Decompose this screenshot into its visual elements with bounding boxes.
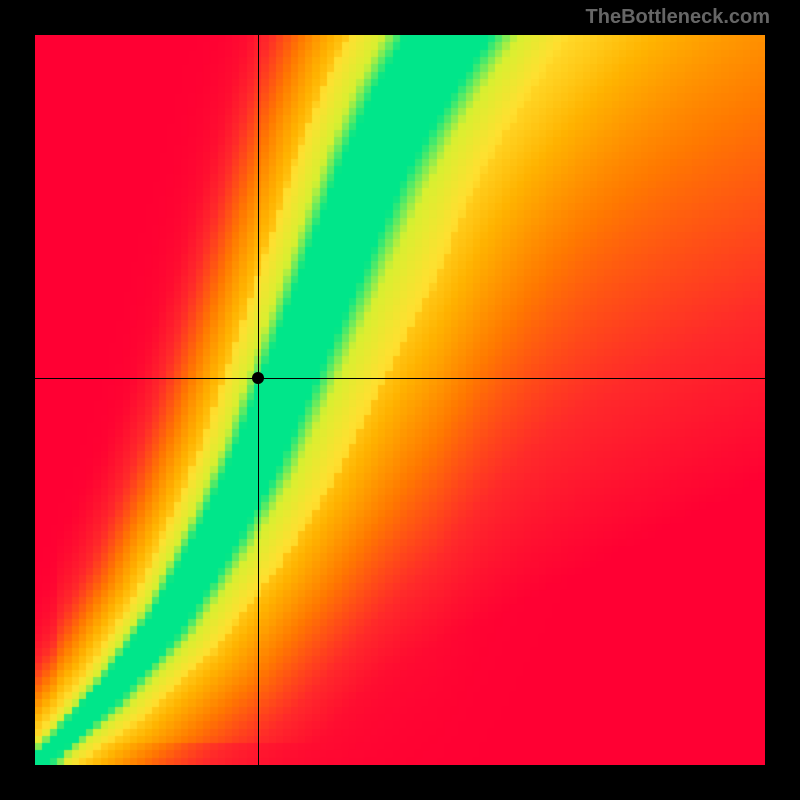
- watermark-text: TheBottleneck.com: [586, 6, 770, 29]
- heatmap-chart: [35, 35, 765, 765]
- crosshair-horizontal: [35, 378, 765, 379]
- crosshair-marker: [252, 372, 264, 384]
- crosshair-vertical: [258, 35, 259, 765]
- heatmap-canvas: [35, 35, 765, 765]
